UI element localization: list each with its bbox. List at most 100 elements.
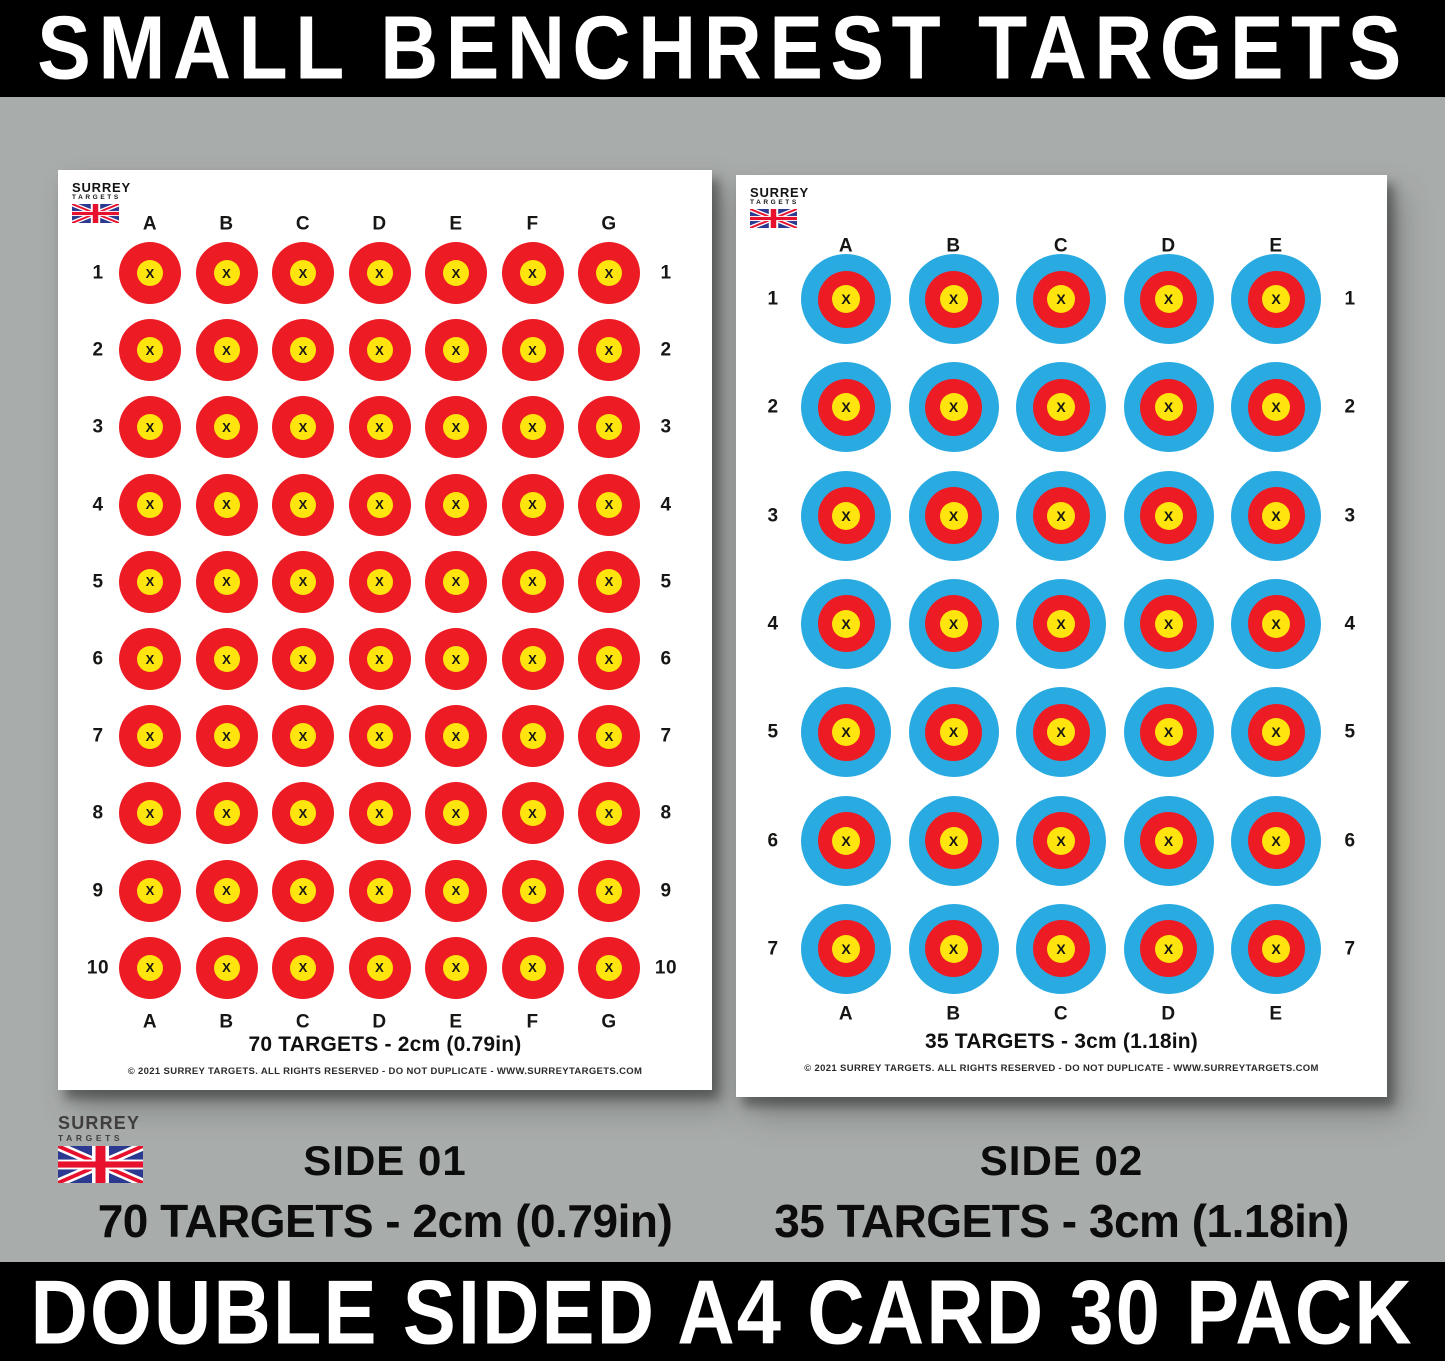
- target-x-marker: X: [1056, 615, 1066, 632]
- target-bullseye: X: [939, 826, 968, 855]
- target-x-marker: X: [375, 574, 384, 590]
- target-x-marker: X: [375, 419, 384, 435]
- target-C7: X: [272, 705, 334, 768]
- row-number-7: 7: [1344, 938, 1356, 960]
- target-B3: X: [908, 470, 999, 561]
- target-x-marker: X: [145, 960, 155, 976]
- row-number-5: 5: [660, 571, 672, 593]
- target-bullseye: X: [1262, 826, 1290, 855]
- target-ring: X: [1140, 595, 1197, 653]
- target-ring: X: [1140, 812, 1197, 869]
- surrey-targets-logo: SURREY TARGETS: [72, 181, 131, 223]
- target-A5: X: [801, 687, 891, 778]
- column-letter-F: F: [526, 213, 539, 235]
- row-number-1: 1: [660, 262, 672, 284]
- target-x-marker: X: [1271, 832, 1281, 849]
- target-bullseye: X: [290, 568, 316, 595]
- target-bullseye: X: [137, 954, 163, 981]
- target-A9: X: [119, 859, 181, 922]
- target-bullseye: X: [1262, 285, 1290, 313]
- target-bullseye: X: [366, 491, 393, 518]
- target-x-marker: X: [1056, 507, 1066, 524]
- column-letter-A: A: [838, 1003, 854, 1025]
- target-x-marker: X: [375, 265, 384, 281]
- target-x-marker: X: [1163, 399, 1174, 416]
- target-x-marker: X: [451, 728, 461, 744]
- target-E5: X: [1231, 687, 1321, 778]
- target-B1: X: [908, 254, 999, 344]
- target-bullseye: X: [213, 723, 240, 750]
- target-bullseye: X: [1047, 934, 1075, 963]
- target-bullseye: X: [366, 723, 393, 750]
- row-number-7: 7: [660, 725, 672, 747]
- target-x-marker: X: [298, 728, 308, 744]
- target-bullseye: X: [443, 337, 469, 364]
- target-bullseye: X: [1262, 501, 1290, 530]
- target-A1: X: [119, 242, 181, 304]
- target-x-marker: X: [222, 728, 231, 744]
- target-A1: X: [801, 254, 891, 344]
- row-number-7: 7: [92, 725, 104, 747]
- target-bullseye: X: [137, 646, 163, 672]
- column-letter-D: D: [1161, 235, 1176, 257]
- target-E9: X: [425, 859, 487, 922]
- target-x-marker: X: [145, 265, 155, 281]
- target-x-marker: X: [528, 883, 537, 899]
- target-C10: X: [272, 936, 334, 999]
- target-bullseye: X: [213, 568, 240, 595]
- row-number-2: 2: [92, 339, 104, 361]
- target-B8: X: [195, 782, 258, 845]
- row-number-4: 4: [1344, 613, 1356, 635]
- target-G1: X: [578, 242, 640, 304]
- target-bullseye: X: [366, 414, 393, 441]
- target-x-marker: X: [222, 265, 231, 281]
- target-ring: X: [817, 595, 875, 653]
- target-x-marker: X: [222, 419, 231, 435]
- targets-grid-side-01: A A B B C C D D E E F F G G 1 1 2 2 3 3 4 4 5 5 6 6 7 7 8 8 9 9 10 10 X X X X…: [58, 170, 712, 1090]
- column-letter-E: E: [449, 213, 463, 235]
- target-x-marker: X: [604, 419, 614, 435]
- target-bullseye: X: [213, 491, 240, 518]
- target-x-marker: X: [145, 342, 155, 358]
- target-B4: X: [908, 578, 999, 669]
- row-number-10: 10: [86, 957, 110, 979]
- target-bullseye: X: [213, 954, 240, 981]
- brand-name: SURREY: [58, 1113, 141, 1133]
- brand-sub: TARGETS: [58, 1133, 124, 1143]
- target-x-marker: X: [298, 342, 308, 358]
- target-x-marker: X: [948, 832, 959, 849]
- target-bullseye: X: [213, 337, 240, 364]
- target-x-marker: X: [451, 805, 461, 821]
- target-ring: X: [1247, 703, 1305, 761]
- sheet-caption: 35 TARGETS - 3cm (1.18in): [924, 1030, 1199, 1053]
- target-D5: X: [348, 550, 411, 613]
- target-x-marker: X: [841, 507, 851, 524]
- row-number-4: 4: [92, 494, 104, 516]
- target-C6: X: [1016, 795, 1106, 886]
- target-bullseye: X: [443, 568, 469, 595]
- target-x-marker: X: [145, 805, 155, 821]
- target-x-marker: X: [528, 497, 537, 513]
- target-D7: X: [1123, 903, 1214, 994]
- target-bullseye: X: [519, 954, 546, 981]
- target-bullseye: X: [290, 491, 316, 518]
- target-bullseye: X: [519, 491, 546, 518]
- target-D7: X: [348, 705, 411, 768]
- column-letter-D: D: [372, 1011, 387, 1033]
- row-number-5: 5: [767, 721, 779, 743]
- target-G9: X: [578, 859, 640, 922]
- target-A10: X: [119, 936, 181, 999]
- target-bullseye: X: [596, 954, 622, 981]
- target-x-marker: X: [298, 497, 308, 513]
- target-F10: X: [501, 936, 564, 999]
- column-letter-A: A: [142, 213, 158, 235]
- target-x-marker: X: [451, 651, 461, 667]
- target-bullseye: X: [213, 260, 240, 286]
- target-x-marker: X: [1056, 399, 1066, 416]
- column-letter-D: D: [1161, 1003, 1176, 1025]
- target-ring: X: [925, 487, 982, 545]
- target-A2: X: [801, 362, 891, 453]
- target-bullseye: X: [1154, 285, 1183, 313]
- row-number-8: 8: [92, 802, 104, 824]
- target-ring: X: [1140, 920, 1197, 978]
